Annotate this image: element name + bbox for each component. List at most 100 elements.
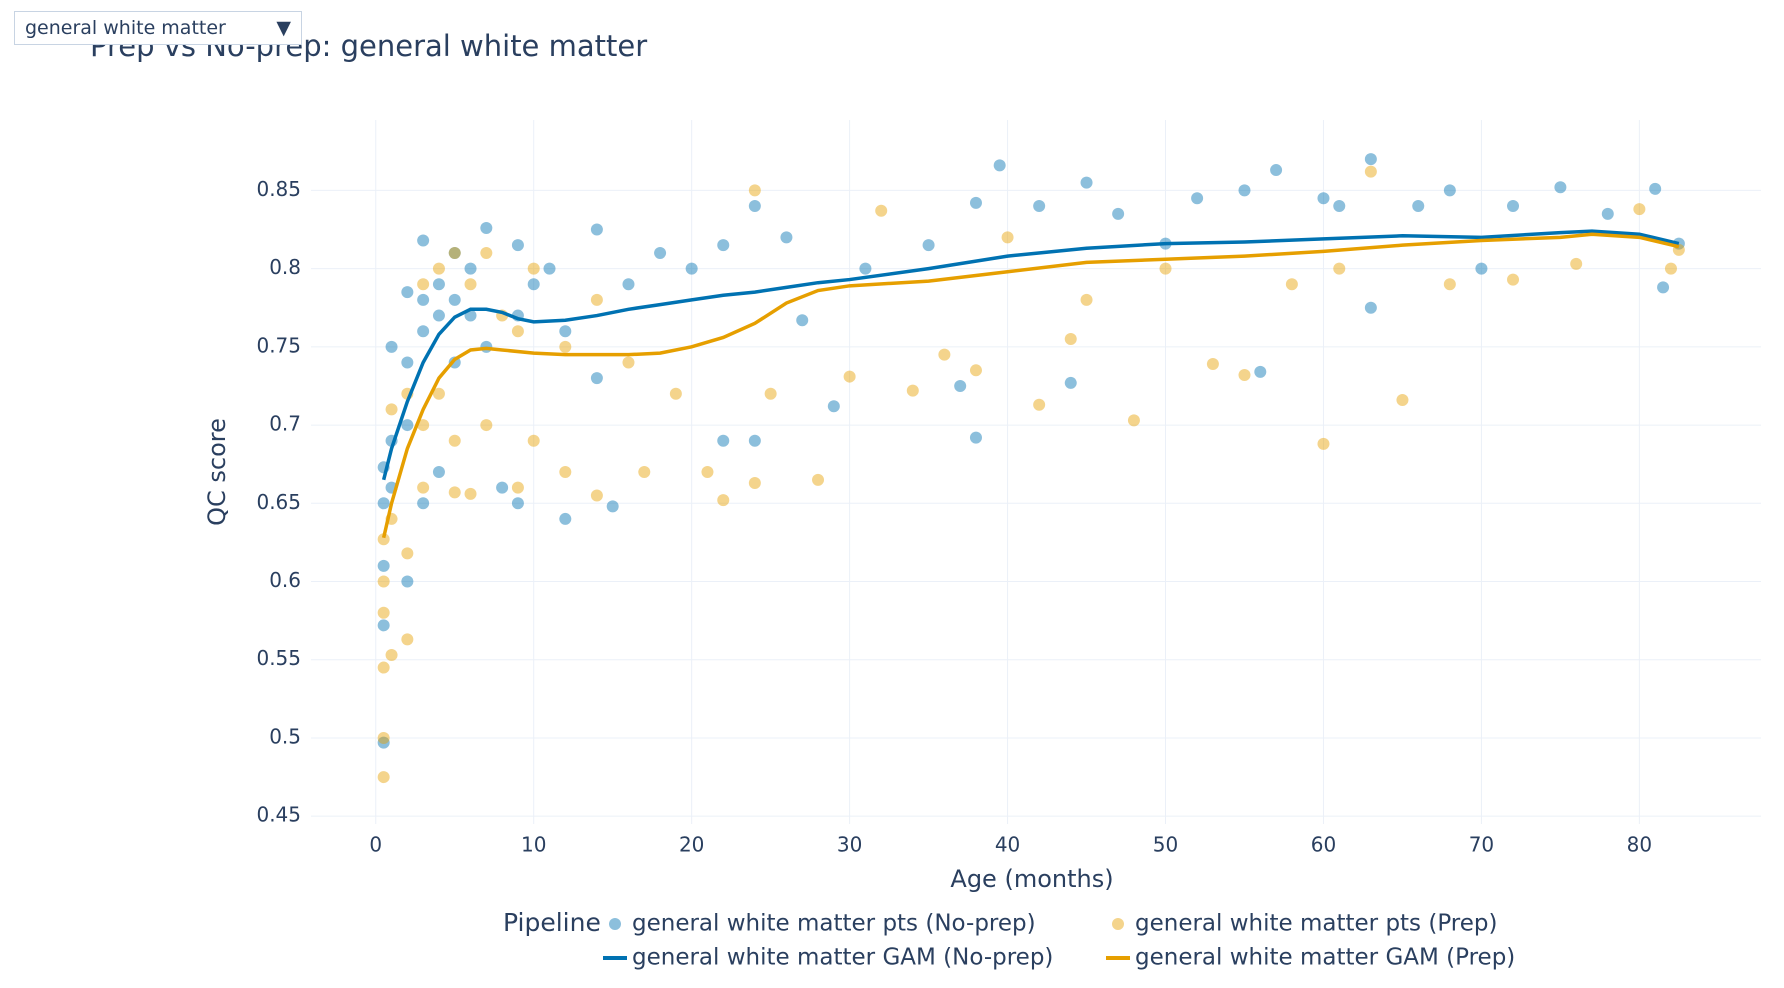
data-point xyxy=(922,239,935,252)
data-point xyxy=(417,497,430,510)
data-point xyxy=(377,736,390,749)
data-point xyxy=(827,400,840,413)
data-point xyxy=(432,466,445,478)
data-point xyxy=(590,223,603,236)
y-axis-label: QC score xyxy=(203,418,231,526)
data-point xyxy=(717,494,730,507)
data-point xyxy=(1270,164,1283,177)
data-point xyxy=(1657,281,1670,294)
data-point xyxy=(606,500,619,513)
data-point xyxy=(1507,273,1520,286)
data-point xyxy=(448,486,461,499)
data-point xyxy=(448,246,461,259)
data-point xyxy=(1317,192,1330,205)
data-point xyxy=(448,246,461,259)
data-point xyxy=(377,575,390,588)
data-point xyxy=(748,476,761,489)
data-point xyxy=(377,731,390,744)
data-point xyxy=(1443,184,1456,197)
data-point xyxy=(685,262,698,275)
data-point xyxy=(1127,414,1140,427)
data-point xyxy=(432,309,445,322)
data-point xyxy=(717,239,730,252)
data-point xyxy=(654,246,667,259)
data-point xyxy=(527,434,540,447)
legend-title: Pipeline xyxy=(503,908,601,937)
x-tick-label: 0 xyxy=(369,833,382,857)
y-tick-label: 0.6 xyxy=(269,568,301,592)
data-point xyxy=(1570,257,1583,270)
data-point xyxy=(464,278,477,291)
data-point xyxy=(480,221,493,234)
data-point xyxy=(669,387,682,400)
data-point xyxy=(377,771,390,784)
x-axis-label: Age (months) xyxy=(950,865,1113,893)
data-point xyxy=(590,372,603,385)
data-point xyxy=(527,262,540,275)
data-point xyxy=(748,200,761,213)
dropdown[interactable]: general white matter ▼ xyxy=(14,11,302,45)
data-point xyxy=(401,419,414,432)
data-point xyxy=(464,262,477,275)
y-tick-label: 0.7 xyxy=(269,412,301,436)
data-point xyxy=(1080,176,1093,189)
data-point xyxy=(1412,200,1425,213)
data-point xyxy=(377,661,390,674)
data-point xyxy=(543,262,556,275)
data-point xyxy=(432,278,445,291)
data-point xyxy=(1333,262,1346,275)
data-point xyxy=(559,325,572,338)
data-point xyxy=(1080,293,1093,306)
data-point xyxy=(1364,301,1377,314)
data-point xyxy=(401,356,414,369)
data-point xyxy=(401,633,414,646)
legend-label: general white matter GAM (Prep) xyxy=(1135,945,1515,971)
data-point xyxy=(701,466,714,478)
data-point xyxy=(622,356,635,369)
data-point xyxy=(622,278,635,291)
data-point xyxy=(969,364,982,377)
data-point xyxy=(417,234,430,247)
data-point xyxy=(480,246,493,259)
data-point xyxy=(875,204,888,217)
data-point xyxy=(1112,207,1125,220)
dropdown-value: general white matter xyxy=(25,17,226,39)
data-point xyxy=(938,348,951,361)
x-tick-label: 60 xyxy=(1311,833,1336,857)
x-tick-label: 10 xyxy=(521,833,546,857)
data-point xyxy=(527,278,540,291)
data-point xyxy=(496,481,509,494)
data-point xyxy=(464,487,477,500)
legend-label: general white matter pts (Prep) xyxy=(1135,911,1497,937)
x-tick-label: 20 xyxy=(679,833,704,857)
data-point xyxy=(480,419,493,432)
data-point xyxy=(417,278,430,291)
data-point xyxy=(1238,369,1251,382)
y-tick-label: 0.85 xyxy=(256,177,301,201)
data-point xyxy=(859,262,872,275)
y-tick-label: 0.55 xyxy=(256,646,301,670)
data-point xyxy=(780,231,793,244)
data-point xyxy=(1064,376,1077,389)
data-point xyxy=(796,314,809,327)
data-point xyxy=(377,533,390,546)
data-point xyxy=(748,434,761,447)
data-point xyxy=(1443,278,1456,291)
data-point xyxy=(511,497,524,510)
data-point xyxy=(1064,333,1077,346)
data-point xyxy=(1633,203,1646,216)
data-point xyxy=(954,379,967,392)
x-tick-label: 70 xyxy=(1469,833,1494,857)
data-point xyxy=(377,606,390,619)
gam-line xyxy=(381,229,1680,481)
y-tick-label: 0.75 xyxy=(256,333,301,357)
data-point xyxy=(417,325,430,338)
data-point xyxy=(1601,207,1614,220)
data-point xyxy=(969,196,982,209)
data-point xyxy=(559,512,572,525)
data-point xyxy=(511,239,524,252)
data-point xyxy=(432,262,445,275)
data-point xyxy=(1285,278,1298,291)
